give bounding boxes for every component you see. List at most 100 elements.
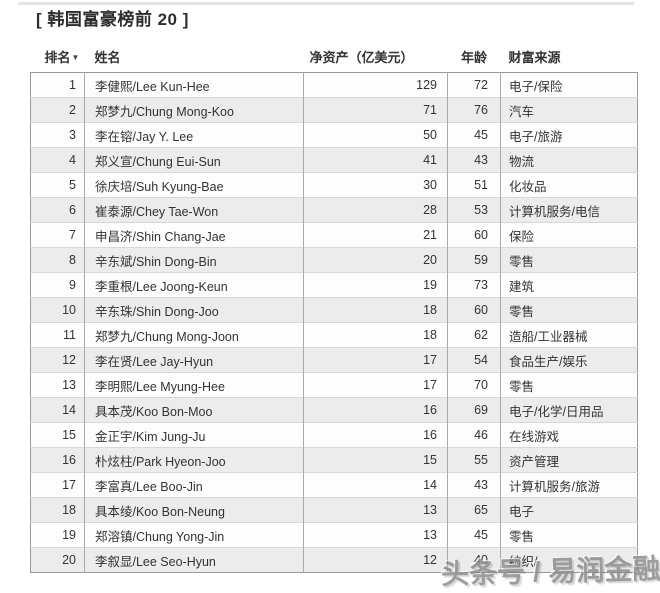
table-row: 2 郑梦九/Chung Mong-Koo 71 76 汽车 xyxy=(30,97,638,123)
cell-rank: 13 xyxy=(30,372,85,398)
table-row: 20 李叙显/Lee Seo-Hyun 12 40 纺织/ xyxy=(30,547,638,573)
cell-name: 李在镕/Jay Y. Lee xyxy=(84,122,304,148)
cell-rank: 17 xyxy=(30,472,85,498)
cell-source: 汽车 xyxy=(500,97,638,123)
cell-name: 李叙显/Lee Seo-Hyun xyxy=(84,547,304,573)
table-row: 19 郑溶镇/Chung Yong-Jin 13 45 零售 xyxy=(30,522,638,548)
table-row: 11 郑梦九/Chung Mong-Joon 18 62 造船/工业器械 xyxy=(30,322,638,348)
cell-source: 零售 xyxy=(500,247,638,273)
cell-name: 金正宇/Kim Jung-Ju xyxy=(84,422,304,448)
page-title: [ 韩国富豪榜前 20 ] xyxy=(36,10,189,29)
cell-net-worth: 18 xyxy=(303,322,448,348)
cell-source: 计算机服务/电信 xyxy=(500,197,638,223)
cell-source: 零售 xyxy=(500,522,638,548)
cell-rank: 6 xyxy=(30,197,85,223)
table-row: 6 崔泰源/Chey Tae-Won 28 53 计算机服务/电信 xyxy=(30,197,638,223)
cell-name: 郑梦九/Chung Mong-Joon xyxy=(84,322,304,348)
table-row: 8 辛东斌/Shin Dong-Bin 20 59 零售 xyxy=(30,247,638,273)
cell-net-worth: 16 xyxy=(303,422,448,448)
cell-age: 54 xyxy=(447,347,501,373)
cell-rank: 10 xyxy=(30,297,85,323)
cell-source: 造船/工业器械 xyxy=(500,322,638,348)
cell-rank: 2 xyxy=(30,97,85,123)
cell-source: 计算机服务/旅游 xyxy=(500,472,638,498)
cell-source: 零售 xyxy=(500,372,638,398)
cell-age: 45 xyxy=(447,522,501,548)
table-row: 15 金正宇/Kim Jung-Ju 16 46 在线游戏 xyxy=(30,422,638,448)
cell-name: 郑义宣/Chung Eui-Sun xyxy=(84,147,304,173)
cell-age: 53 xyxy=(447,197,501,223)
table-row: 9 李重根/Lee Joong-Keun 19 73 建筑 xyxy=(30,272,638,298)
cell-source: 资产管理 xyxy=(500,447,638,473)
cell-net-worth: 15 xyxy=(303,447,448,473)
cell-source: 电子/保险 xyxy=(500,72,638,98)
cell-rank: 3 xyxy=(30,122,85,148)
table-row: 16 朴炫柱/Park Hyeon-Joo 15 55 资产管理 xyxy=(30,447,638,473)
cell-age: 62 xyxy=(447,322,501,348)
column-header-net-worth: 净资产（亿美元） xyxy=(303,46,448,73)
cell-name: 辛东珠/Shin Dong-Joo xyxy=(84,297,304,323)
cell-rank: 18 xyxy=(30,497,85,523)
cell-source: 物流 xyxy=(500,147,638,173)
cell-net-worth: 50 xyxy=(303,122,448,148)
cell-name: 李在贤/Lee Jay-Hyun xyxy=(84,347,304,373)
cell-source: 化妆品 xyxy=(500,172,638,198)
cell-net-worth: 13 xyxy=(303,522,448,548)
cell-net-worth: 19 xyxy=(303,272,448,298)
cell-age: 65 xyxy=(447,497,501,523)
cell-name: 申昌济/Shin Chang-Jae xyxy=(84,222,304,248)
column-header-wealth-source: 财富来源 xyxy=(500,46,638,73)
cell-source: 保险 xyxy=(500,222,638,248)
table-row: 14 具本茂/Koo Bon-Moo 16 69 电子/化学/日用品 xyxy=(30,397,638,423)
watermark: 头条号 / 易润金融 xyxy=(440,553,660,590)
cell-rank: 14 xyxy=(30,397,85,423)
top-divider xyxy=(18,2,634,5)
cell-net-worth: 17 xyxy=(303,347,448,373)
cell-name: 具本茂/Koo Bon-Moo xyxy=(84,397,304,423)
table-row: 5 徐庆培/Suh Kyung-Bae 30 51 化妆品 xyxy=(30,172,638,198)
cell-rank: 5 xyxy=(30,172,85,198)
cell-source: 电子 xyxy=(500,497,638,523)
sort-descending-icon: ▼ xyxy=(71,53,80,62)
cell-name: 李重根/Lee Joong-Keun xyxy=(84,272,304,298)
cell-source: 纺织/ xyxy=(500,547,638,573)
table-row: 17 李富真/Lee Boo-Jin 14 43 计算机服务/旅游 xyxy=(30,472,638,498)
cell-net-worth: 20 xyxy=(303,247,448,273)
cell-age: 45 xyxy=(447,122,501,148)
table-row: 10 辛东珠/Shin Dong-Joo 18 60 零售 xyxy=(30,297,638,323)
cell-age: 43 xyxy=(447,472,501,498)
cell-age: 46 xyxy=(447,422,501,448)
cell-age: 60 xyxy=(447,297,501,323)
cell-rank: 19 xyxy=(30,522,85,548)
cell-net-worth: 18 xyxy=(303,297,448,323)
cell-rank: 9 xyxy=(30,272,85,298)
cell-net-worth: 129 xyxy=(303,72,448,98)
cell-name: 李健熙/Lee Kun-Hee xyxy=(84,72,304,98)
cell-age: 43 xyxy=(447,147,501,173)
cell-net-worth: 13 xyxy=(303,497,448,523)
cell-age: 59 xyxy=(447,247,501,273)
rich-list-table: 排名▼ 姓名 净资产（亿美元） 年龄 财富来源 1 李健熙/Lee Kun-Hee… xyxy=(30,46,638,573)
column-header-name: 姓名 xyxy=(84,46,304,73)
cell-source: 电子/旅游 xyxy=(500,122,638,148)
cell-name: 李富真/Lee Boo-Jin xyxy=(84,472,304,498)
cell-net-worth: 16 xyxy=(303,397,448,423)
cell-age: 72 xyxy=(447,72,501,98)
table-row: 13 李明熙/Lee Myung-Hee 17 70 零售 xyxy=(30,372,638,398)
cell-age: 69 xyxy=(447,397,501,423)
cell-source: 食品生产/娱乐 xyxy=(500,347,638,373)
table-row: 18 具本绫/Koo Bon-Neung 13 65 电子 xyxy=(30,497,638,523)
table-header-row: 排名▼ 姓名 净资产（亿美元） 年龄 财富来源 xyxy=(30,46,638,73)
cell-net-worth: 17 xyxy=(303,372,448,398)
column-header-age: 年龄 xyxy=(447,46,501,73)
table-header: 排名▼ 姓名 净资产（亿美元） 年龄 财富来源 xyxy=(30,46,638,73)
cell-net-worth: 30 xyxy=(303,172,448,198)
cell-source: 建筑 xyxy=(500,272,638,298)
column-header-rank-label: 排名 xyxy=(44,50,71,65)
cell-net-worth: 28 xyxy=(303,197,448,223)
cell-rank: 1 xyxy=(69,78,76,92)
cell-age: 60 xyxy=(447,222,501,248)
cell-net-worth: 14 xyxy=(303,472,448,498)
cell-name: 崔泰源/Chey Tae-Won xyxy=(84,197,304,223)
column-header-rank[interactable]: 排名▼ xyxy=(30,46,85,73)
